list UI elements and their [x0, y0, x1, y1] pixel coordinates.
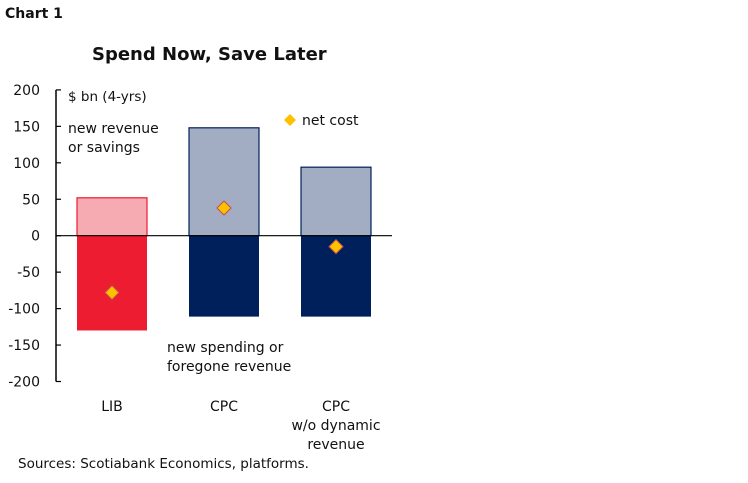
- y-axis-label: $ bn (4-yrs): [68, 89, 147, 105]
- legend-label: net cost: [302, 113, 359, 129]
- x-tick-label: CPC: [210, 399, 238, 415]
- annotation-negative: foregone revenue: [167, 359, 291, 375]
- y-tick-label: -200: [8, 375, 40, 391]
- bar-positive: [76, 197, 148, 237]
- legend-marker: [284, 114, 296, 126]
- y-tick-label: -150: [8, 338, 40, 354]
- y-tick-label: 200: [13, 83, 40, 99]
- chart-label: Chart 1: [5, 6, 63, 22]
- x-tick-label: w/o dynamic: [291, 418, 380, 434]
- annotation-positive: new revenue: [68, 121, 159, 137]
- chart-title: Spend Now, Save Later: [92, 44, 327, 65]
- net-cost-marker: [328, 238, 344, 255]
- x-tick-label: LIB: [101, 399, 123, 415]
- y-tick-label: 150: [13, 119, 40, 135]
- bar-negative: [189, 235, 259, 317]
- y-tick-label: -100: [8, 302, 40, 318]
- annotation-positive: or savings: [68, 140, 140, 156]
- bar-positive: [300, 166, 372, 237]
- x-tick-label: revenue: [307, 437, 364, 453]
- y-tick-label: 0: [31, 229, 40, 245]
- bar-negative: [77, 235, 147, 331]
- annotation-negative: new spending or: [167, 340, 284, 356]
- source-note: Sources: Scotiabank Economics, platforms…: [18, 456, 309, 472]
- y-tick-label: -50: [17, 265, 40, 281]
- net-cost-marker: [104, 284, 120, 301]
- bar-positive: [188, 127, 260, 237]
- y-tick-label: 100: [13, 156, 40, 172]
- x-tick-label: CPC: [322, 399, 350, 415]
- net-cost-marker: [216, 200, 232, 216]
- y-tick-label: 50: [22, 192, 40, 208]
